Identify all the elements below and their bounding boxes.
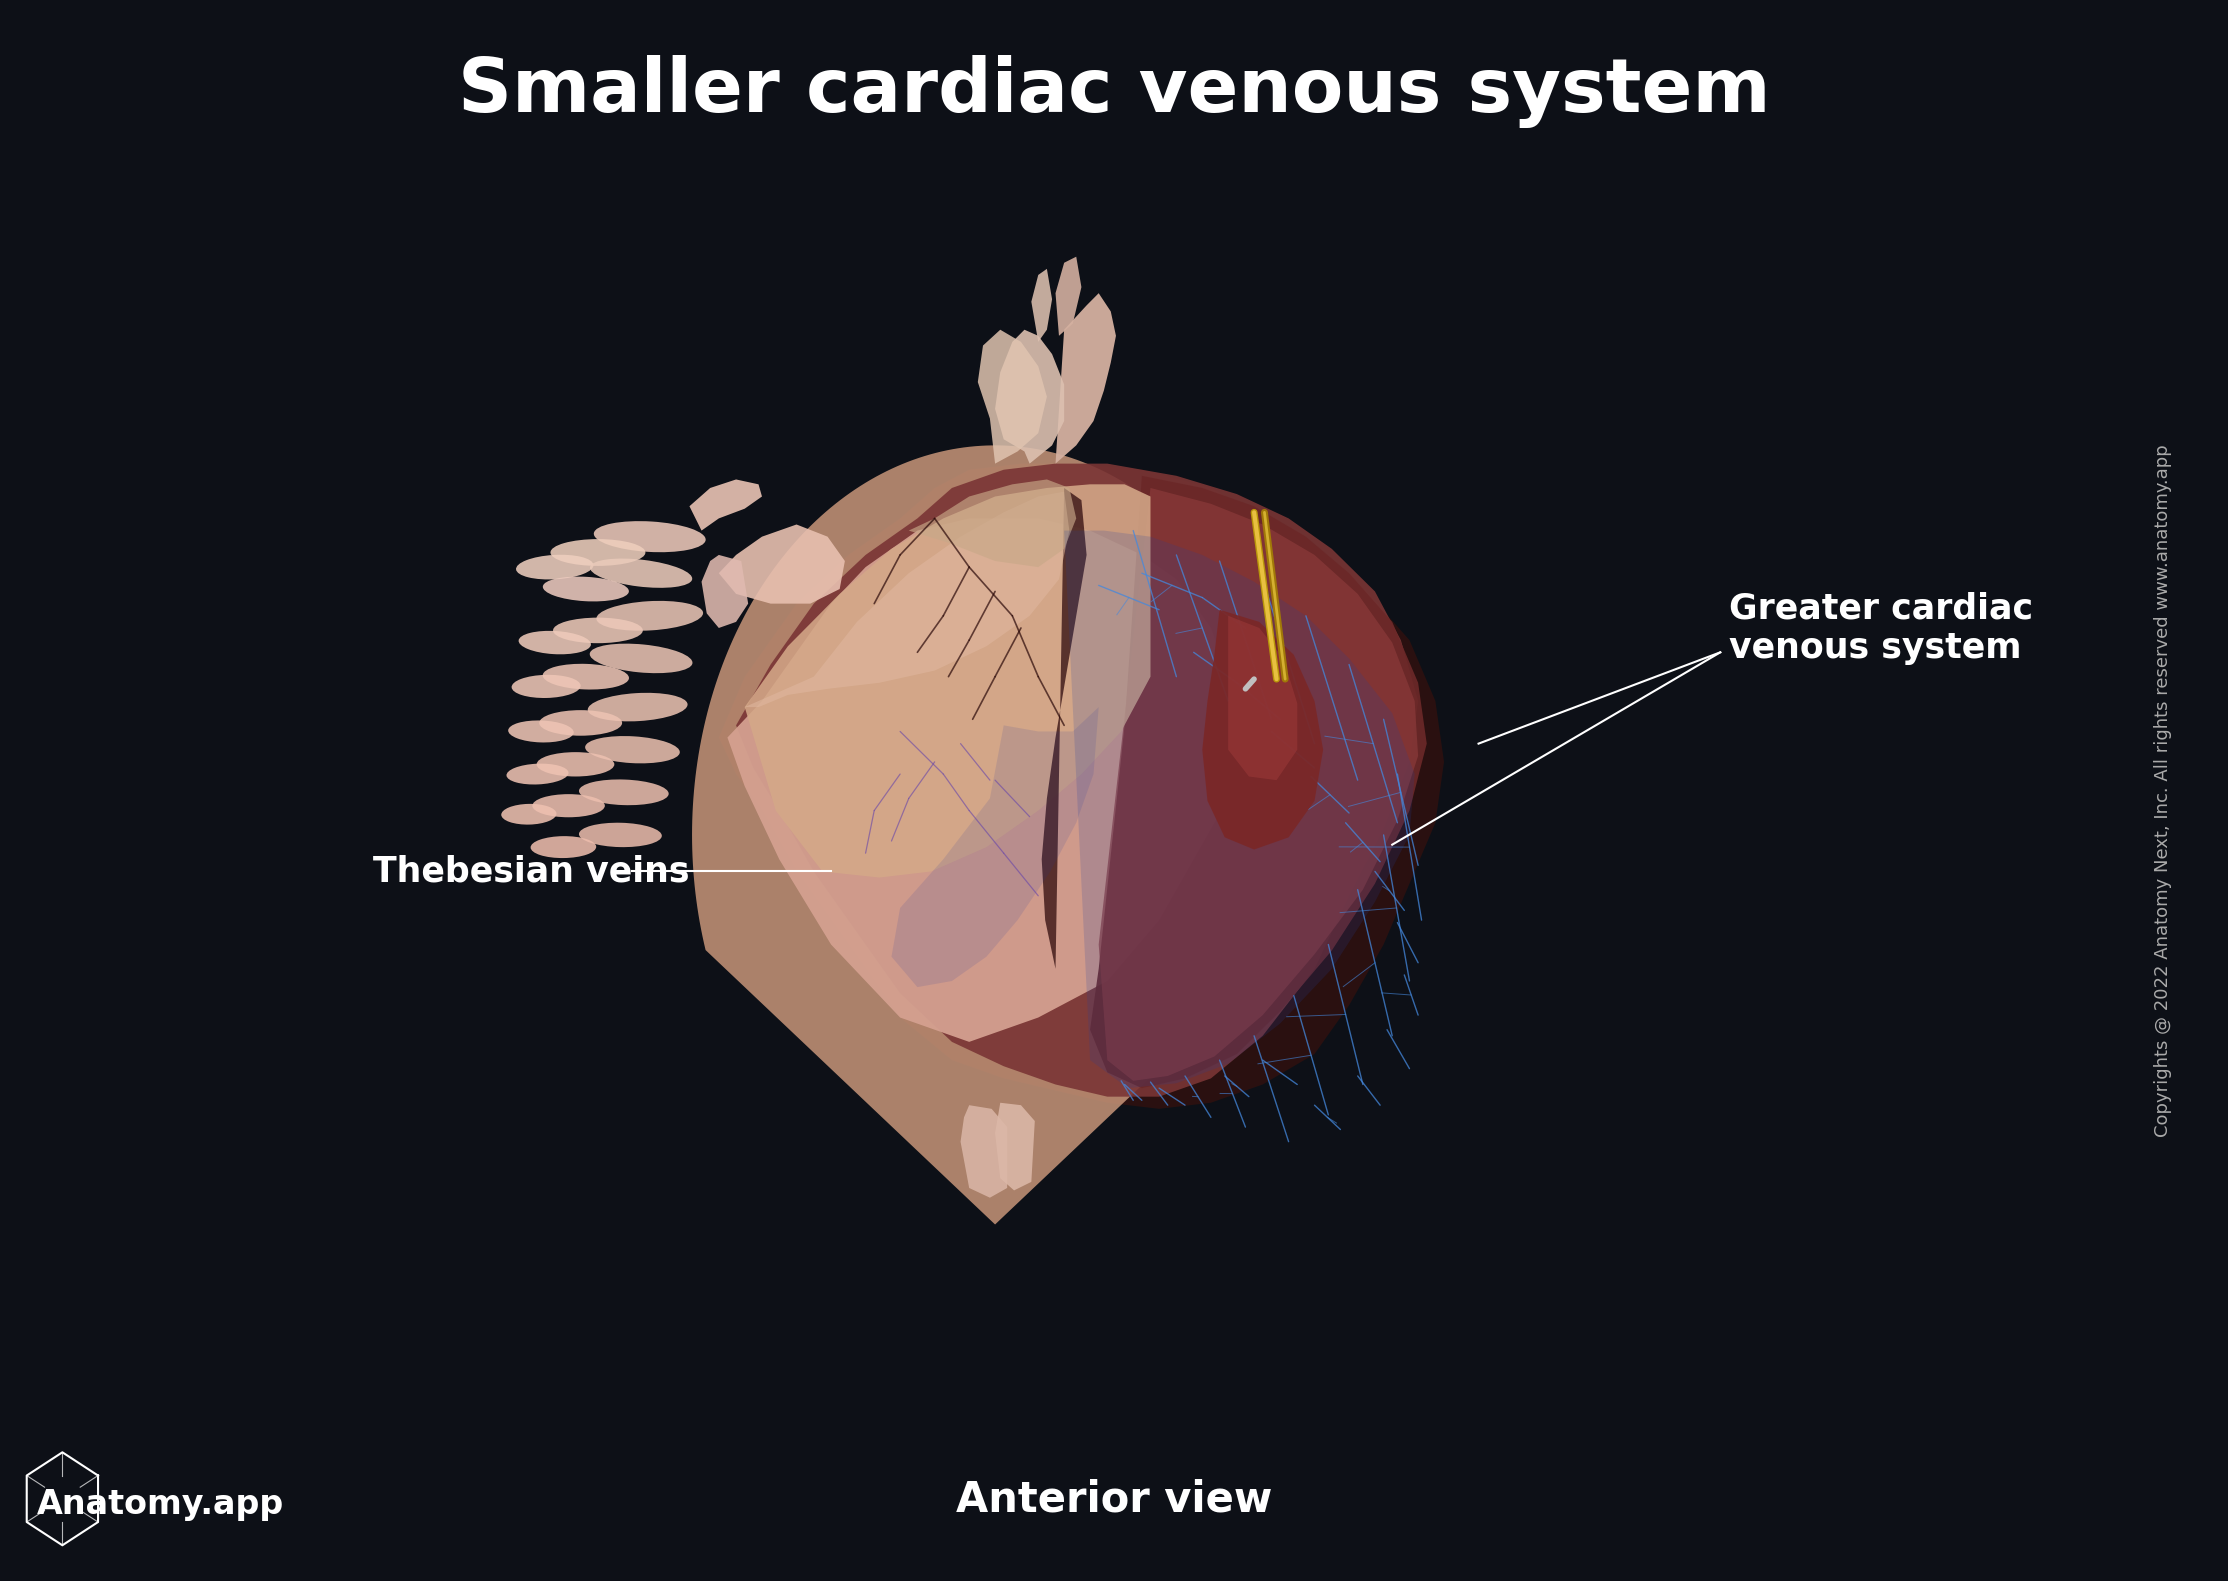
Polygon shape [996,330,1065,463]
Ellipse shape [544,664,628,689]
Ellipse shape [597,601,704,631]
Polygon shape [726,519,1245,1042]
Polygon shape [1056,256,1081,335]
Ellipse shape [519,631,590,655]
Polygon shape [744,492,1069,707]
Ellipse shape [544,577,628,601]
Ellipse shape [553,618,644,643]
Polygon shape [1203,610,1323,849]
Text: Anatomy.app: Anatomy.app [38,1488,283,1521]
Polygon shape [1089,476,1426,1088]
Ellipse shape [508,721,575,743]
Ellipse shape [595,522,706,552]
Ellipse shape [586,737,680,764]
Ellipse shape [590,643,693,674]
Text: Greater cardiac
venous system: Greater cardiac venous system [1729,591,2034,664]
Polygon shape [735,463,1419,1097]
Ellipse shape [579,822,662,847]
Polygon shape [978,330,1047,463]
Polygon shape [891,707,1098,987]
Polygon shape [1065,531,1415,1088]
Ellipse shape [512,675,582,697]
Polygon shape [1098,489,1419,1081]
Polygon shape [744,484,1150,877]
Ellipse shape [506,764,568,784]
Ellipse shape [517,555,593,580]
Ellipse shape [588,692,688,721]
Polygon shape [909,479,1076,568]
Ellipse shape [537,753,615,776]
Ellipse shape [579,779,668,805]
Polygon shape [960,1105,1007,1198]
Text: Anterior view: Anterior view [956,1478,1272,1521]
Polygon shape [1228,617,1297,779]
Ellipse shape [539,710,622,735]
Ellipse shape [550,539,646,566]
Polygon shape [720,463,1444,1108]
Polygon shape [1032,269,1052,341]
Ellipse shape [530,836,597,858]
Text: Smaller cardiac venous system: Smaller cardiac venous system [457,55,1771,128]
Polygon shape [693,446,1299,1225]
Polygon shape [1043,489,1087,969]
Polygon shape [688,479,762,531]
Polygon shape [702,555,749,628]
Ellipse shape [501,803,557,825]
Text: Copyrights @ 2022 Anatomy Next, Inc. All rights reserved www.anatomy.app: Copyrights @ 2022 Anatomy Next, Inc. All… [2154,444,2172,1137]
Text: Thebesian veins: Thebesian veins [374,854,691,889]
Polygon shape [1056,292,1116,463]
Polygon shape [996,1104,1034,1190]
Polygon shape [720,525,844,604]
Ellipse shape [590,558,693,588]
Ellipse shape [532,794,604,817]
